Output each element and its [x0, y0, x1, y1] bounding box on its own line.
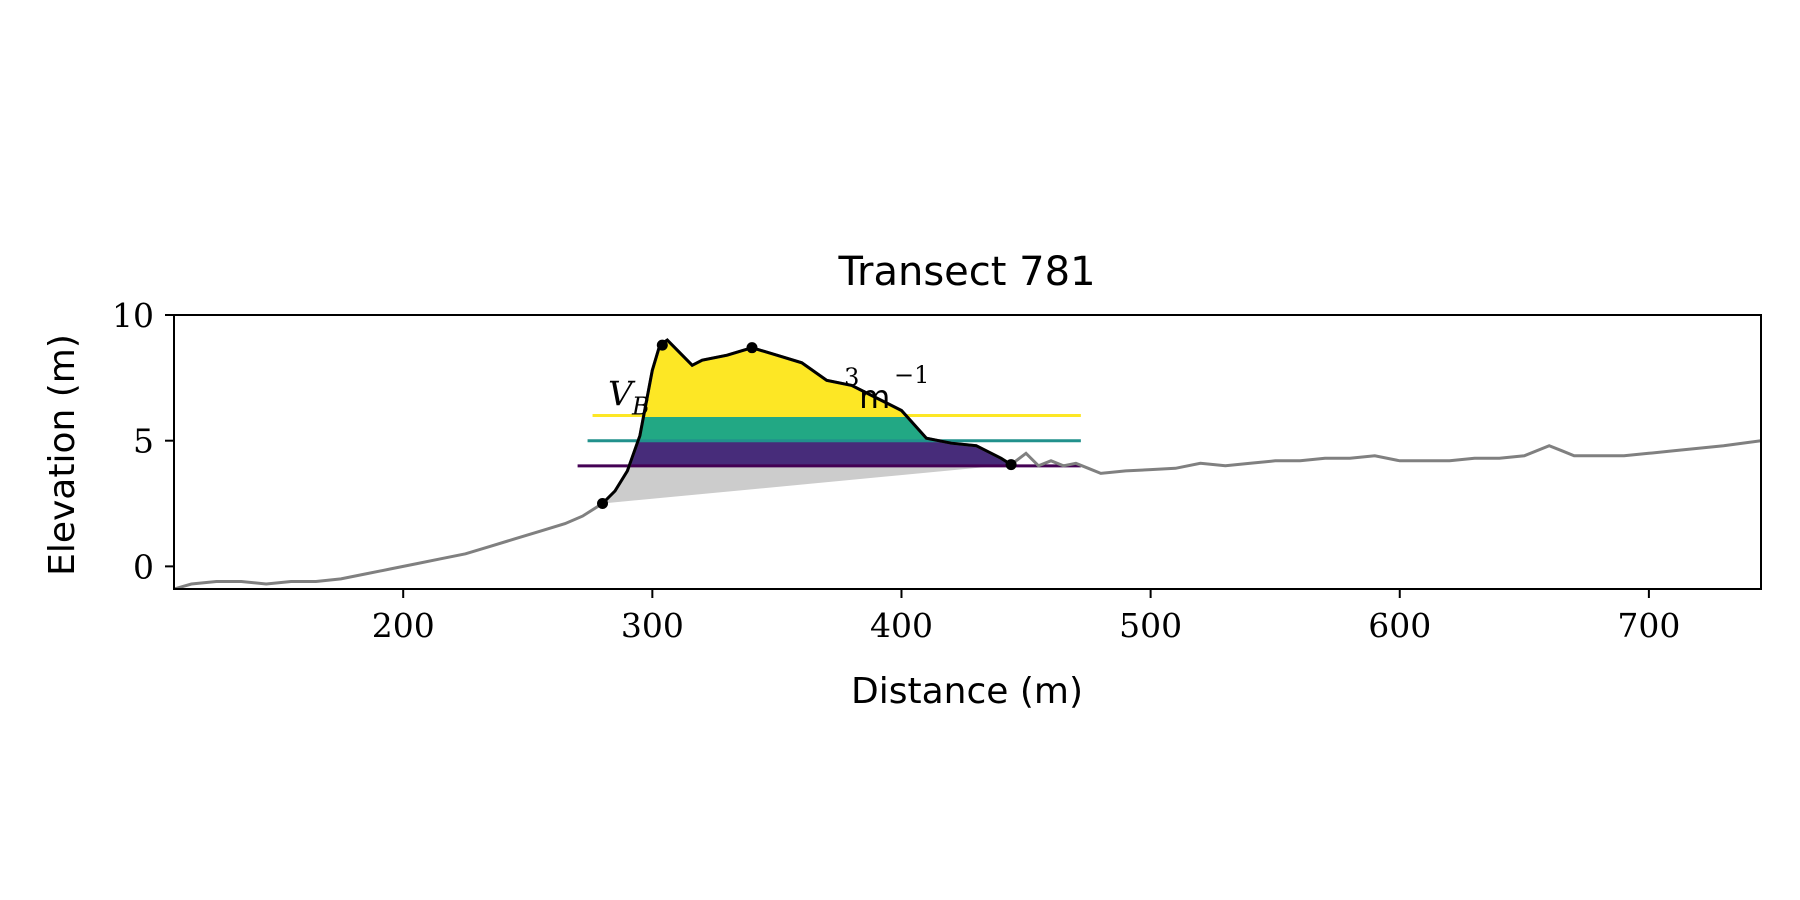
- x-tick-label: 600: [1368, 606, 1431, 645]
- band-lines: [577, 414, 1081, 468]
- volume-band-3: [602, 340, 1012, 416]
- y-axis-label: Elevation (m): [42, 334, 83, 576]
- x-tick-label: 500: [1119, 606, 1182, 645]
- x-tick-label: 300: [621, 606, 684, 645]
- dune-heel-point: [1005, 459, 1017, 471]
- y-tick-label: 10: [112, 296, 154, 335]
- dune-toe-point: [597, 498, 609, 510]
- x-tick-label: 200: [372, 606, 435, 645]
- x-tick-label: 700: [1617, 606, 1680, 645]
- annotation-subscript: B: [631, 392, 650, 420]
- annotation-symbol: V: [608, 374, 636, 414]
- x-axis-ticks: 200 300 400 500 600 700: [372, 589, 1680, 645]
- volume-band-2: [602, 415, 1012, 441]
- annotation-exponent: −1: [894, 361, 929, 389]
- volume-annotation: V B 3m−1: [608, 361, 929, 421]
- x-axis-label: Distance (m): [851, 671, 1083, 712]
- dune-crest-a-point: [656, 339, 668, 351]
- y-tick-label: 5: [133, 422, 154, 461]
- dune-crest-b-point: [746, 342, 758, 354]
- plot-frame: [173, 314, 1762, 590]
- y-tick-label: 0: [133, 547, 154, 586]
- plot-area: [174, 338, 1761, 589]
- x-tick-label: 400: [870, 606, 933, 645]
- annotation-fragment: 3: [844, 363, 859, 391]
- chart-title: Transect 781: [837, 249, 1095, 295]
- annotation-unit: m: [859, 378, 890, 416]
- volume-bands: [602, 340, 1012, 466]
- dune-points: [597, 339, 1017, 510]
- volume-band-1: [602, 440, 1012, 466]
- y-axis-ticks: 0 5 10: [112, 296, 174, 586]
